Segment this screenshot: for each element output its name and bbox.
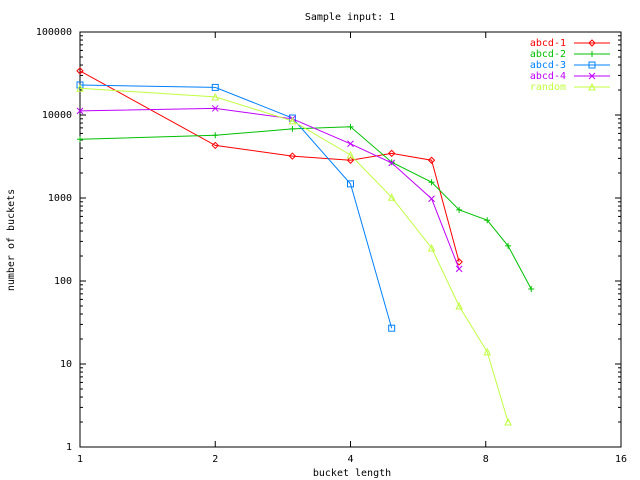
series-point: [528, 286, 535, 293]
series-point: [288, 152, 297, 160]
series-point: [211, 83, 219, 91]
y-tick-label: 100000: [36, 27, 72, 38]
series-point: [588, 82, 596, 91]
series-point: [427, 243, 436, 252]
series-point: [76, 67, 84, 75]
series-point: [347, 140, 354, 148]
legend-label: abcd-2: [530, 49, 566, 60]
series-point: [211, 105, 219, 112]
series-point: [483, 347, 492, 356]
series-point: [428, 179, 435, 186]
x-tick-label: 4: [347, 454, 353, 465]
series-point: [212, 132, 219, 139]
series-line: [79, 70, 460, 263]
series-point: [428, 195, 435, 203]
series-point: [288, 116, 297, 125]
plot-frame: [79, 31, 622, 448]
series-point: [456, 206, 463, 213]
series-point: [427, 156, 436, 164]
series-point: [346, 150, 355, 159]
series-point: [387, 149, 396, 158]
x-axis-label: bucket length: [313, 468, 391, 479]
legend-label: random: [530, 82, 566, 93]
x-tick-label: 2: [212, 454, 218, 465]
series-random: [76, 84, 512, 426]
series-abcd-2: [77, 123, 535, 293]
series-abcd-3: [76, 81, 396, 332]
series-point: [346, 156, 355, 164]
series-point: [589, 51, 595, 57]
series-point: [347, 123, 354, 130]
series-point: [388, 324, 396, 332]
legend-label: abcd-1: [530, 38, 566, 49]
series-abcd-1: [76, 67, 463, 266]
y-tick-label: 1: [66, 442, 72, 453]
series-point: [76, 84, 84, 92]
chart-title: Sample input: 1: [305, 12, 395, 23]
series-point: [455, 265, 463, 273]
series-line: [79, 84, 393, 329]
series-point: [211, 141, 219, 150]
series-point: [289, 125, 296, 132]
series-point: [76, 81, 84, 89]
y-tick-label: 10000: [42, 110, 72, 121]
series-point: [388, 159, 396, 167]
series-point: [484, 217, 491, 224]
series-point: [347, 180, 354, 188]
y-axis-label: number of buckets: [6, 189, 17, 291]
series-line: [79, 107, 460, 270]
axis-ticks: 1 2 4 8 16 1 10 100 1000 10000 100000: [36, 27, 627, 465]
x-tick-label: 16: [615, 454, 627, 465]
series-point: [455, 258, 463, 266]
x-tick-label: 1: [77, 454, 83, 465]
series-line: [79, 126, 532, 290]
series-point: [77, 136, 83, 143]
series-line: [79, 87, 509, 423]
series-layer: [76, 67, 535, 426]
series-point: [588, 72, 596, 80]
series-point: [588, 39, 596, 47]
series-point: [211, 92, 220, 101]
series-point: [505, 242, 512, 249]
legend-label: abcd-3: [530, 60, 566, 71]
series-point: [387, 193, 396, 201]
y-tick-label: 10: [60, 359, 72, 370]
series-point: [588, 61, 596, 69]
series-point: [504, 417, 512, 426]
series-point: [76, 107, 84, 115]
legend-label: abcd-4: [530, 71, 566, 82]
series-point: [455, 301, 463, 310]
y-tick-label: 100: [54, 276, 72, 287]
y-tick-label: 1000: [48, 193, 72, 204]
x-tick-label: 8: [483, 454, 489, 465]
